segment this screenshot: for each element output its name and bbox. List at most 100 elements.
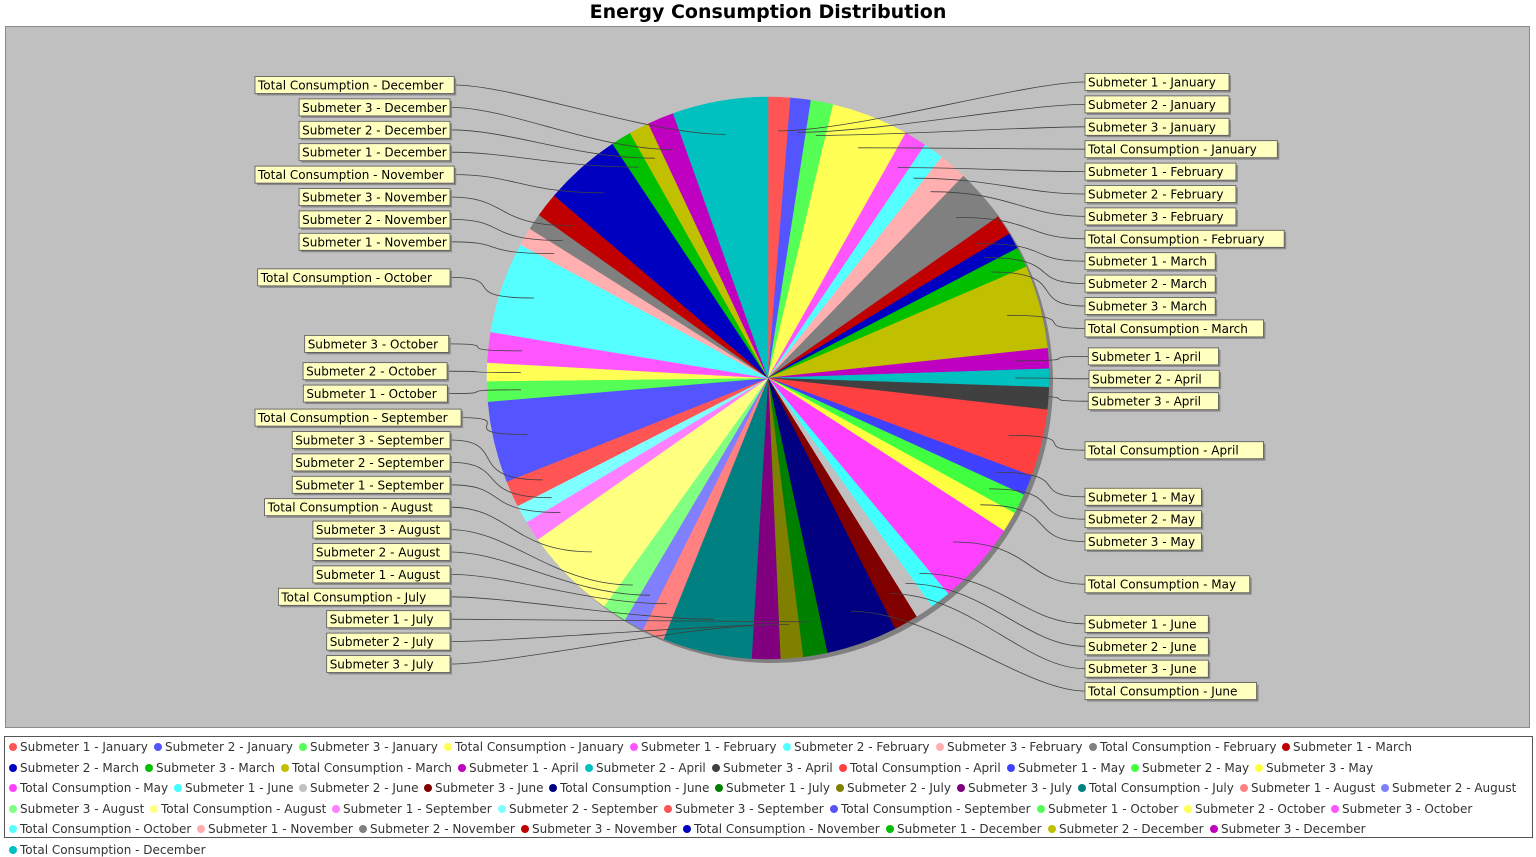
legend-item-submeter-2-january: Submeter 2 - January xyxy=(154,740,293,754)
legend-label: Submeter 3 - May xyxy=(1266,760,1374,775)
slice-label-box xyxy=(312,543,451,561)
label-link-total-consumption-january xyxy=(858,147,1086,150)
legend-label: Submeter 1 - August xyxy=(1251,781,1376,795)
legend-swatch xyxy=(936,743,944,751)
slice-label-submeter-3-january: Submeter 3 - January xyxy=(1084,117,1231,138)
label-link-submeter-3-january xyxy=(815,126,1086,136)
legend-label: Submeter 3 - February xyxy=(947,740,1083,754)
legend-label: Submeter 3 - October xyxy=(1342,801,1473,816)
slice-label-text: Submeter 3 - November xyxy=(302,191,447,205)
legend-item-submeter-3-april: Submeter 3 - April xyxy=(712,761,833,775)
legend-label: Submeter 3 - July xyxy=(968,781,1072,795)
legend-swatch xyxy=(281,763,289,772)
legend-item-submeter-2-may: Submeter 2 - May xyxy=(1131,761,1249,775)
slice-label-submeter-1-march: Submeter 1 - March xyxy=(1084,252,1218,272)
label-link-submeter-2-july xyxy=(449,624,789,642)
label-link-submeter-3-april xyxy=(1014,395,1089,402)
label-link-total-consumption-may xyxy=(953,541,1086,585)
slice-label-box xyxy=(298,232,451,251)
slice-label-box xyxy=(254,408,462,427)
slice-label-text: Submeter 3 - January xyxy=(1088,120,1216,134)
slice-label-submeter-3-march: Submeter 3 - March xyxy=(1084,297,1218,317)
legend-item-submeter-2-september: Submeter 2 - September xyxy=(498,802,658,816)
legend-swatch xyxy=(424,784,432,792)
label-link-submeter-2-april xyxy=(1015,377,1090,380)
label-link-lines xyxy=(447,81,1090,692)
legend-swatch xyxy=(549,784,557,792)
slice-label-box xyxy=(1084,95,1230,114)
slice-label-text: Submeter 3 - March xyxy=(1088,300,1207,314)
slice-label-submeter-2-october: Submeter 2 - October xyxy=(302,362,450,382)
label-link-submeter-2-march xyxy=(983,257,1086,284)
slice-label-box xyxy=(326,655,451,673)
label-link-submeter-2-november xyxy=(449,219,563,241)
slice-label-box xyxy=(1084,441,1264,460)
legend-item-submeter-1-february: Submeter 1 - February xyxy=(630,740,777,754)
legend-item-submeter-2-august: Submeter 2 - August xyxy=(1381,781,1516,795)
legend-item-submeter-2-november: Submeter 2 - November xyxy=(359,822,515,836)
slice-label-submeter-2-april: Submeter 2 - April xyxy=(1088,369,1222,390)
slice-label-text: Submeter 1 - March xyxy=(1088,255,1207,269)
slice-label-text: Submeter 1 - July xyxy=(330,613,434,627)
slice-label-submeter-1-april: Submeter 1 - April xyxy=(1087,347,1221,367)
slice-label-total-consumption-march: Total Consumption - March xyxy=(1084,319,1266,339)
legend-swatch xyxy=(145,763,153,772)
legend-swatch xyxy=(1240,784,1248,792)
legend-item-total-consumption-september: Total Consumption - September xyxy=(830,802,1031,816)
label-link-total-consumption-august xyxy=(449,506,593,553)
slice-label-submeter-1-october: Submeter 1 - October xyxy=(302,384,450,405)
label-link-submeter-2-june xyxy=(905,583,1086,647)
label-link-total-consumption-march xyxy=(1007,314,1086,329)
slice-label-box xyxy=(264,498,451,517)
label-link-submeter-2-december xyxy=(449,129,655,159)
slice-label-box xyxy=(302,384,448,403)
slice-label-box xyxy=(1084,659,1209,678)
slice-label-box xyxy=(254,76,455,94)
slice-label-text: Total Consumption - November xyxy=(257,168,444,182)
legend-item-total-consumption-october: Total Consumption - October xyxy=(9,822,191,836)
slice-label-box xyxy=(291,475,451,494)
label-link-submeter-1-september xyxy=(449,484,561,513)
legend-item-submeter-3-january: Submeter 3 - January xyxy=(299,740,438,754)
legend-item-total-consumption-july: Total Consumption - July xyxy=(1078,781,1234,795)
slice-label-submeter-1-november: Submeter 1 - November xyxy=(298,232,452,253)
legend-label: Submeter 2 - August xyxy=(1392,781,1517,795)
legend-item-submeter-2-february: Submeter 2 - February xyxy=(783,740,930,754)
legend-item-submeter-1-april: Submeter 1 - April xyxy=(458,761,579,775)
slice-label-submeter-2-december: Submeter 2 - December xyxy=(298,120,452,141)
legend-item-total-consumption-june: Total Consumption - June xyxy=(549,781,709,795)
legend-item-submeter-3-june: Submeter 3 - June xyxy=(424,781,543,795)
slice-label-box xyxy=(298,143,451,162)
label-link-submeter-3-march xyxy=(991,271,1086,307)
label-link-total-consumption-december xyxy=(454,84,726,135)
legend-item-submeter-1-august: Submeter 1 - August xyxy=(1240,781,1375,795)
slice-label-text: Total Consumption - January xyxy=(1087,143,1257,157)
slice-label-submeter-2-june: Submeter 2 - June xyxy=(1084,637,1211,657)
legend-swatch xyxy=(150,804,158,813)
label-link-submeter-1-january xyxy=(777,81,1086,132)
slice-label-text: Total Consumption - February xyxy=(1087,232,1264,246)
slice-label-submeter-3-april: Submeter 3 - April xyxy=(1087,392,1221,412)
legend-label: Total Consumption - May xyxy=(20,781,169,795)
label-link-submeter-2-may xyxy=(988,488,1086,520)
legend-label: Submeter 1 - January xyxy=(20,740,148,754)
pie-chart: Submeter 1 - January Submeter 2 - January… xyxy=(254,73,1287,702)
label-link-submeter-3-november xyxy=(449,196,574,227)
slice-label-box xyxy=(304,335,450,353)
legend-item-submeter-3-may: Submeter 3 - May xyxy=(1255,761,1373,775)
slice-label-total-consumption-july: Total Consumption - July xyxy=(277,587,452,608)
slice-label-box xyxy=(312,565,451,584)
chart-title: Energy Consumption Distribution xyxy=(589,1,947,23)
slice-label-total-consumption-august: Total Consumption - August xyxy=(264,498,452,518)
slice-label-text: Submeter 2 - August xyxy=(316,546,441,560)
legend-swatch xyxy=(1037,804,1045,813)
legend-swatch xyxy=(783,743,791,751)
legend-item-total-consumption-november: Total Consumption - November xyxy=(683,822,880,836)
slice-label-submeter-1-december: Submeter 1 - December xyxy=(298,143,452,163)
legend-item-submeter-1-march: Submeter 1 - March xyxy=(1282,740,1412,754)
legend-label: Submeter 1 - February xyxy=(641,740,777,754)
legend-swatch xyxy=(1255,763,1263,772)
slice-label-submeter-1-january: Submeter 1 - January xyxy=(1084,73,1231,93)
legend-label: Submeter 1 - March xyxy=(1293,740,1412,754)
slice-label-box xyxy=(1084,162,1237,181)
